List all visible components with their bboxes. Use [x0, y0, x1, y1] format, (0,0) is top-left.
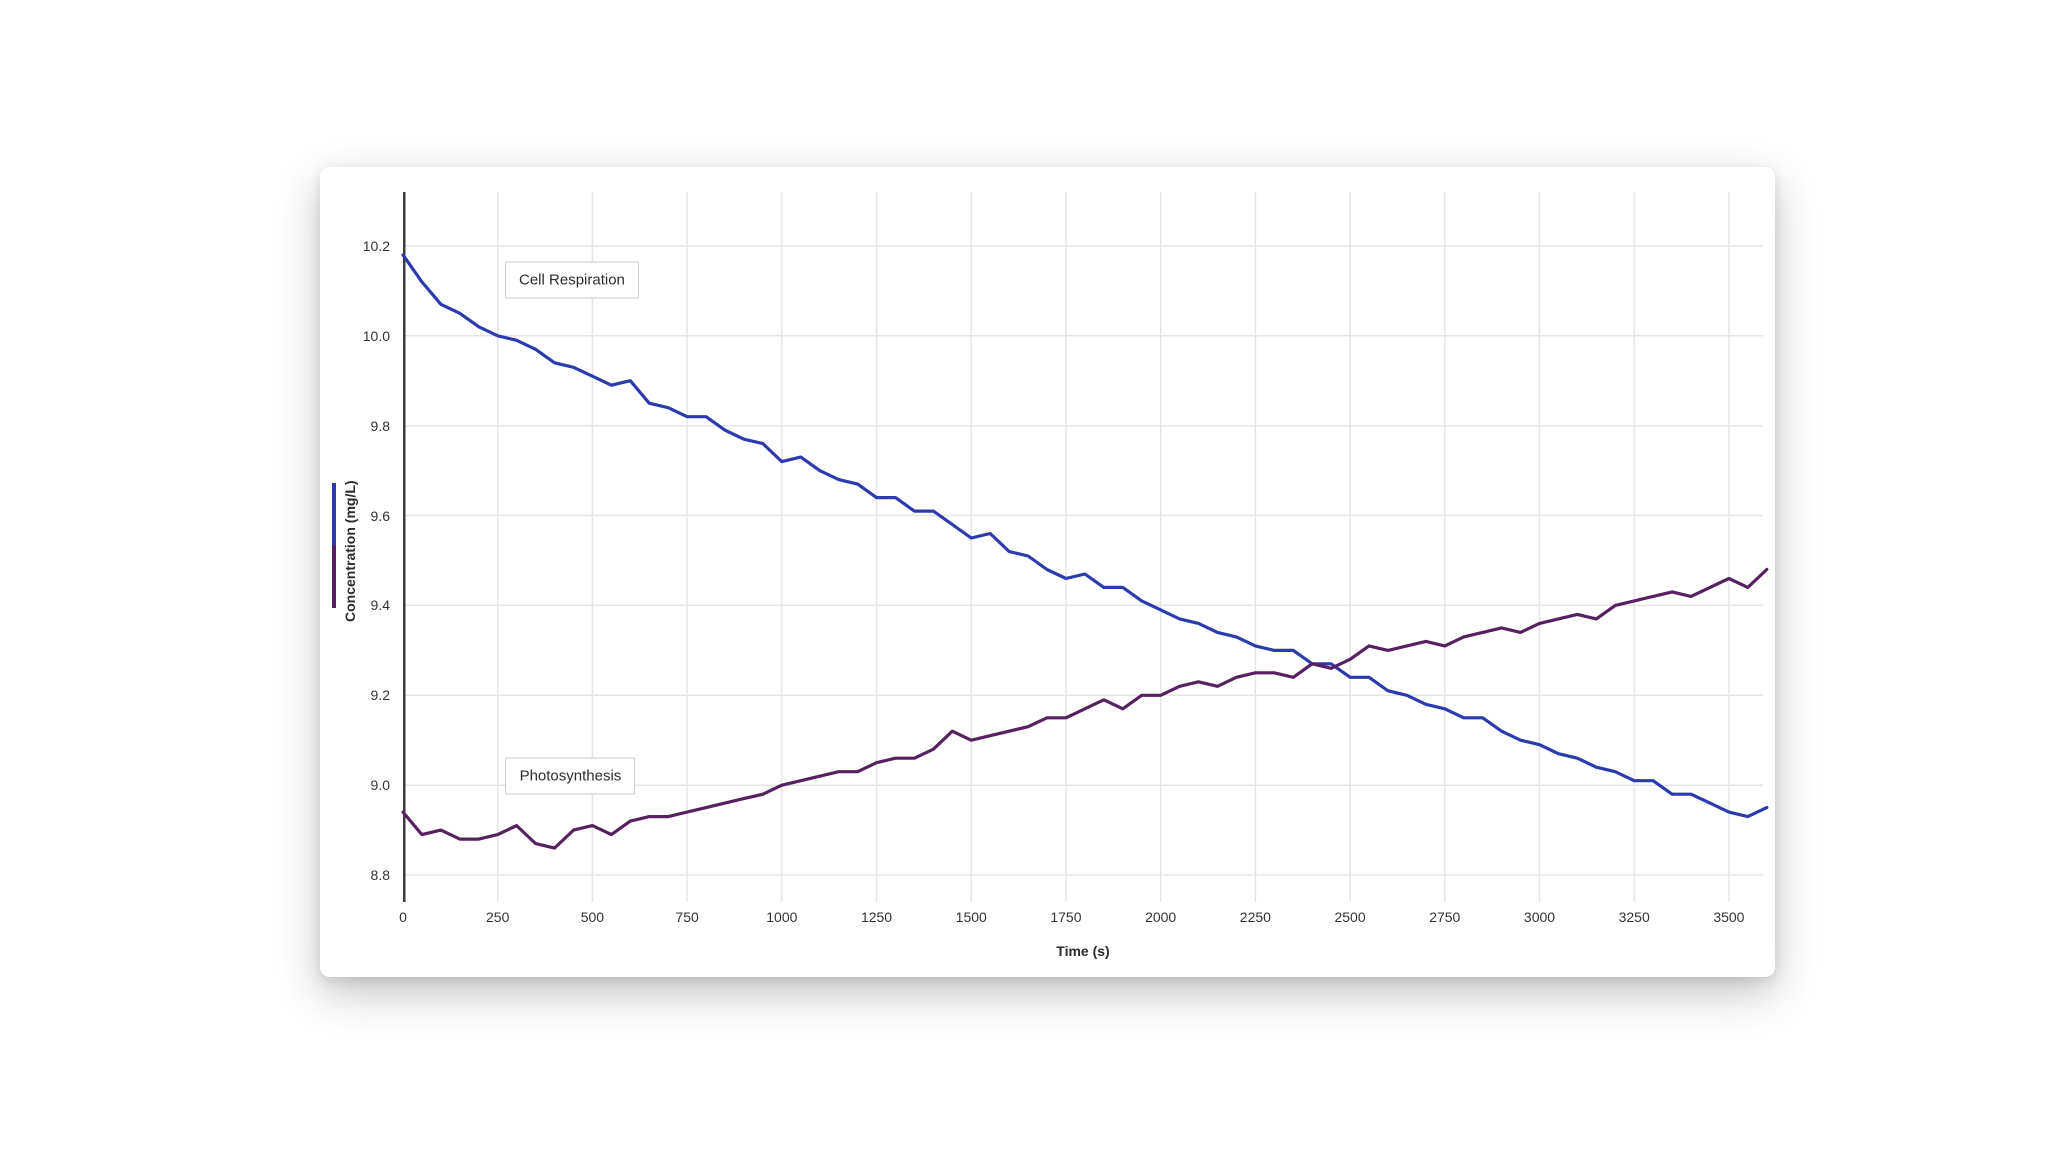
chart-card: Cell Respiration Photosynthesis 0 250 500 75…: [320, 167, 1775, 977]
x-tick-label: 3500: [1713, 909, 1745, 925]
x-tick-label: 3250: [1618, 909, 1650, 925]
series-line-photosynthesis: [401, 567, 1769, 850]
y-tick-label: 9.6: [370, 507, 390, 524]
y-axis-title: Concentration (mg/L): [342, 480, 358, 622]
y-tick-label: 9.4: [370, 597, 390, 614]
x-tick-label: 2500: [1334, 909, 1366, 925]
y-tick-label: 10.2: [362, 237, 390, 254]
x-axis-title: Time (s): [1056, 943, 1110, 959]
x-tick-label: 250: [486, 909, 510, 925]
y-tick-label: 10.0: [362, 327, 390, 344]
x-tick-label: 1750: [1050, 909, 1082, 925]
x-tick-label: 2750: [1429, 909, 1461, 925]
y-tick-label: 9.8: [370, 417, 390, 434]
series-label-cell-respiration: Cell Respiration: [505, 261, 639, 299]
x-tick-label: 2000: [1145, 909, 1177, 925]
y-tick-label: 9.2: [370, 687, 390, 704]
x-tick-label: 0: [399, 909, 407, 925]
y-tick-label: 8.8: [370, 867, 390, 884]
series-label-photosynthesis: Photosynthesis: [505, 757, 636, 795]
ylabel-bar-blue-segment: [332, 483, 336, 545]
series-line-cell-respiration: [401, 253, 1769, 819]
x-tick-label: 2250: [1239, 909, 1271, 925]
line-chart: [401, 192, 1769, 902]
y-tick-label: 9.0: [370, 777, 390, 794]
x-tick-label: 3000: [1523, 909, 1556, 925]
plot-area: [401, 192, 1769, 902]
x-tick-label: 1250: [860, 909, 893, 925]
ylabel-bar-purple-segment: [332, 545, 336, 608]
x-tick-label: 500: [580, 909, 605, 925]
x-tick-label: 1500: [955, 909, 987, 925]
x-tick-label: 750: [675, 909, 699, 925]
x-tick-label: 1000: [766, 909, 798, 925]
